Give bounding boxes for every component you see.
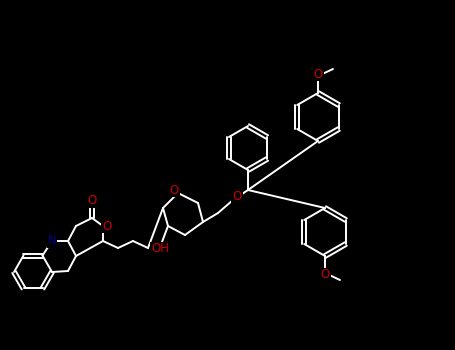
Text: O: O: [169, 183, 179, 196]
Text: O: O: [233, 190, 242, 203]
Text: O: O: [313, 68, 323, 80]
Text: N: N: [48, 234, 56, 247]
Text: O: O: [102, 219, 111, 232]
Text: O: O: [320, 268, 329, 281]
Text: OH: OH: [151, 243, 169, 256]
Text: O: O: [87, 195, 96, 208]
